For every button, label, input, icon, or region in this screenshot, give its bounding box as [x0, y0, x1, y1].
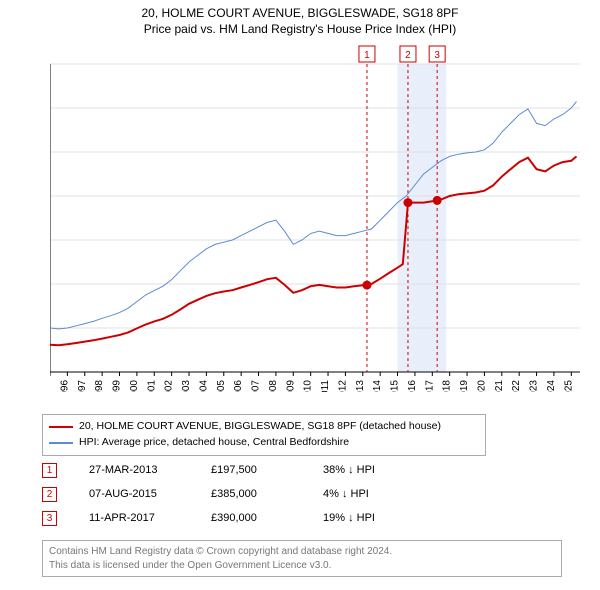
x-tick-label: 2010	[303, 380, 314, 392]
x-tick-label: 2014	[372, 380, 383, 392]
sale-marker-dot	[362, 281, 371, 290]
sales-row: 1 27-MAR-2013 £197,500 38% ↓ HPI	[42, 458, 413, 482]
x-tick-label: 2015	[390, 380, 401, 392]
x-tick-label: 2016	[407, 380, 418, 392]
x-tick-label: 2025	[563, 380, 574, 392]
x-tick-label: 1997	[77, 380, 88, 392]
sales-marker-box: 3	[42, 511, 57, 526]
x-tick-label: 2022	[511, 380, 522, 392]
x-tick-label: 2001	[146, 380, 157, 392]
x-tick-label: 2019	[459, 380, 470, 392]
event-marker-label: 1	[364, 50, 370, 61]
x-tick-label: 2017	[424, 380, 435, 392]
legend-box: 20, HOLME COURT AVENUE, BIGGLESWADE, SG1…	[42, 414, 486, 456]
sales-date: 07-AUG-2015	[89, 488, 179, 500]
chart-area: £0£100K£200K£300K£400K£500K£600K£700K199…	[50, 42, 580, 392]
x-tick-label: 2011	[320, 380, 331, 392]
legend-label: 20, HOLME COURT AVENUE, BIGGLESWADE, SG1…	[79, 419, 441, 435]
sales-marker-box: 1	[42, 463, 57, 478]
x-tick-label: 2012	[337, 380, 348, 392]
legend-swatch	[49, 442, 73, 444]
x-tick-label: 2021	[494, 380, 505, 392]
sales-hpi: 4% ↓ HPI	[323, 488, 413, 500]
sales-hpi: 38% ↓ HPI	[323, 464, 413, 476]
legend-label: HPI: Average price, detached house, Cent…	[79, 435, 349, 451]
x-tick-label: 2007	[251, 380, 262, 392]
series-hpi	[50, 101, 577, 329]
x-tick-label: 2003	[181, 380, 192, 392]
sales-row: 3 11-APR-2017 £390,000 19% ↓ HPI	[42, 506, 413, 530]
sales-price: £197,500	[211, 464, 291, 476]
title-line-2: Price paid vs. HM Land Registry's House …	[0, 22, 600, 38]
event-marker-label: 2	[405, 50, 411, 61]
x-tick-label: 1998	[94, 380, 105, 392]
x-tick-label: 2018	[442, 380, 453, 392]
sales-marker-box: 2	[42, 487, 57, 502]
x-tick-label: 2009	[285, 380, 296, 392]
chart-container: 20, HOLME COURT AVENUE, BIGGLESWADE, SG1…	[0, 0, 600, 590]
x-tick-label: 2002	[164, 380, 175, 392]
sales-row: 2 07-AUG-2015 £385,000 4% ↓ HPI	[42, 482, 413, 506]
x-tick-label: 2023	[529, 380, 540, 392]
sales-date: 11-APR-2017	[89, 512, 179, 524]
x-tick-label: 1999	[112, 380, 123, 392]
legend-row: HPI: Average price, detached house, Cent…	[49, 435, 479, 451]
event-marker-label: 3	[434, 50, 440, 61]
sale-marker-dot	[433, 196, 442, 205]
x-tick-label: 2013	[355, 380, 366, 392]
legend-swatch	[49, 426, 73, 428]
x-tick-label: 1995	[50, 380, 53, 392]
x-tick-label: 2005	[216, 380, 227, 392]
attribution-line-2: This data is licensed under the Open Gov…	[49, 559, 555, 573]
sales-table: 1 27-MAR-2013 £197,500 38% ↓ HPI 2 07-AUG-201…	[42, 458, 413, 530]
sales-price: £385,000	[211, 488, 291, 500]
x-tick-label: 2004	[198, 380, 209, 392]
series-property	[50, 156, 577, 345]
x-tick-label: 2020	[476, 380, 487, 392]
chart-title: 20, HOLME COURT AVENUE, BIGGLESWADE, SG1…	[0, 0, 600, 37]
title-line-1: 20, HOLME COURT AVENUE, BIGGLESWADE, SG1…	[0, 6, 600, 22]
x-tick-label: 2024	[546, 380, 557, 392]
x-tick-label: 1996	[59, 380, 70, 392]
x-tick-label: 2000	[129, 380, 140, 392]
sales-price: £390,000	[211, 512, 291, 524]
attribution-box: Contains HM Land Registry data © Crown c…	[42, 540, 562, 577]
sale-marker-dot	[403, 198, 412, 207]
x-tick-label: 2008	[268, 380, 279, 392]
chart-svg: £0£100K£200K£300K£400K£500K£600K£700K199…	[50, 42, 580, 392]
legend-row: 20, HOLME COURT AVENUE, BIGGLESWADE, SG1…	[49, 419, 479, 435]
x-tick-label: 2006	[233, 380, 244, 392]
attribution-line-1: Contains HM Land Registry data © Crown c…	[49, 545, 555, 559]
sales-date: 27-MAR-2013	[89, 464, 179, 476]
sales-hpi: 19% ↓ HPI	[323, 512, 413, 524]
